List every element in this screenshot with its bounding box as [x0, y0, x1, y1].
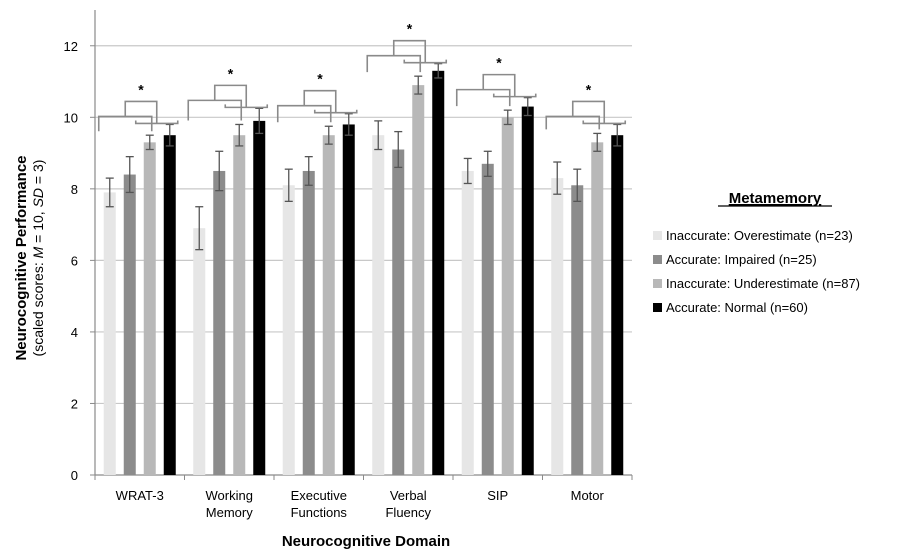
gridlines: [95, 45, 632, 405]
bar: [392, 149, 405, 475]
legend-swatch: [653, 279, 662, 288]
legend-label: Accurate: Normal (n=60): [666, 300, 808, 315]
bar: [571, 185, 584, 475]
x-axis-title: Neurocognitive Domain: [282, 533, 450, 550]
x-tick-label: Executive: [291, 488, 347, 503]
y-axis-title-line2: (scaled scores: M = 10, SD = 3): [30, 160, 46, 357]
x-tick-label: Working: [206, 488, 253, 503]
bar: [501, 117, 514, 476]
significance-marker: *: [228, 65, 234, 81]
bars: [103, 63, 624, 476]
y-tick-label: 6: [71, 253, 78, 268]
bracket-connector: [392, 39, 427, 63]
axes: [90, 10, 633, 480]
bracket-connector: [213, 84, 248, 108]
bar: [213, 170, 226, 475]
x-tick-label: Fluency: [385, 505, 431, 520]
bar: [282, 185, 295, 475]
bar: [551, 178, 564, 475]
bar: [521, 106, 534, 476]
significance-marker: *: [496, 55, 502, 71]
x-tick-label: WRAT-3: [116, 488, 164, 503]
y-tick-label: 12: [64, 39, 78, 54]
bar: [481, 163, 494, 476]
bar: [253, 120, 266, 475]
x-tick-label: Functions: [291, 505, 348, 520]
bar: [372, 135, 385, 475]
legend-label: Inaccurate: Overestimate (n=23): [666, 228, 853, 243]
x-tick-label: SIP: [487, 488, 508, 503]
bracket-connector: [482, 73, 516, 97]
bar: [103, 192, 116, 475]
bar: [432, 70, 445, 476]
y-tick-label: 10: [64, 110, 78, 125]
legend-title: Metamemory: [729, 190, 822, 207]
bracket: [134, 120, 179, 125]
x-tick-label: Verbal: [390, 488, 427, 503]
legend-label: Inaccurate: Underestimate (n=87): [666, 276, 860, 291]
bracket-connector: [124, 100, 158, 124]
y-tick-label: 8: [71, 182, 78, 197]
bar: [143, 142, 156, 475]
bracket: [276, 104, 332, 123]
significance-brackets: [97, 39, 627, 132]
legend: Inaccurate: Overestimate (n=23) Accurate:…: [653, 228, 860, 315]
significance-marker: *: [138, 81, 144, 97]
bracket: [582, 120, 627, 125]
y-axis-title-line1: Neurocognitive Performance: [13, 155, 30, 360]
y-tick-label: 0: [71, 468, 78, 483]
bracket-connector: [303, 89, 337, 113]
x-tick-label: Memory: [206, 505, 253, 520]
y-tick-label: 4: [71, 325, 78, 340]
bar: [233, 135, 246, 475]
bracket: [313, 109, 358, 114]
legend-swatch: [653, 231, 662, 240]
bar: [302, 170, 315, 475]
bar: [193, 228, 206, 475]
significance-marker: *: [317, 71, 323, 87]
bracket-connector: [571, 100, 606, 124]
bar: [342, 124, 355, 475]
bar: [322, 135, 335, 475]
y-tick-label: 2: [71, 396, 78, 411]
bar: [611, 135, 624, 475]
bar: [163, 135, 176, 475]
legend-label: Accurate: Impaired (n=25): [666, 252, 817, 267]
y-axis-title: Neurocognitive Performance (scaled score…: [13, 155, 46, 360]
legend-swatch: [653, 303, 662, 312]
bar: [461, 170, 474, 475]
x-tick-label: Motor: [571, 488, 605, 503]
bar: [591, 142, 604, 475]
labels: 0 2 4 6 8 10 12 WRAT-3 * Working Memory * Executive F…: [64, 21, 605, 520]
significance-marker: *: [407, 21, 413, 37]
bracket: [455, 88, 511, 107]
bar: [412, 85, 425, 475]
significance-marker: *: [586, 81, 592, 97]
bar: [123, 174, 136, 476]
legend-swatch: [653, 255, 662, 264]
bracket: [366, 54, 422, 73]
